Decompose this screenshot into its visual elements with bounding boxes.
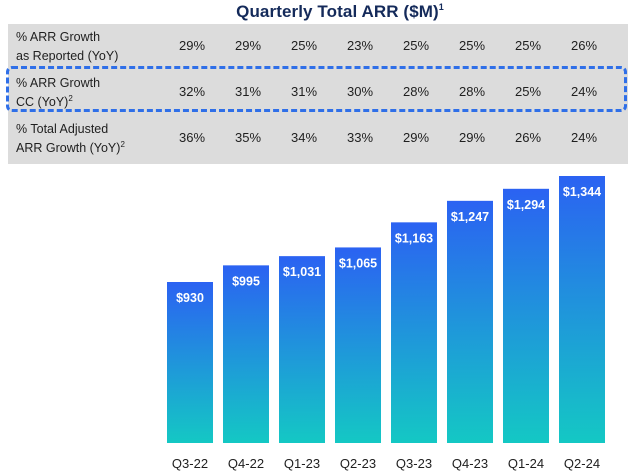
row-label-text: % ARR Growth CC (YoY) — [16, 76, 101, 109]
row-label-text: % ARR Growth as Reported (YoY) — [16, 30, 119, 63]
table-cell: 28% — [402, 84, 430, 99]
data-label: $1,163 — [395, 231, 433, 245]
x-tick-label: Q1-23 — [284, 456, 320, 471]
table-cell: 25% — [290, 38, 318, 53]
chart-title: Quarterly Total ARR ($M)1 — [0, 2, 640, 22]
data-label: $1,247 — [451, 210, 489, 224]
table-cell: 32% — [178, 84, 206, 99]
x-axis-labels: Q3-22 Q4-22 Q1-23 Q2-23 Q3-23 Q4-23 Q1-24 Q2-24 — [172, 456, 600, 471]
table-cell: 25% — [514, 38, 542, 53]
table-cell: 31% — [290, 84, 318, 99]
table-cell: 26% — [514, 130, 542, 145]
table-cell: 31% — [234, 84, 262, 99]
row-label: % ARR Growth as Reported (YoY) — [16, 29, 166, 64]
data-label: $995 — [232, 274, 260, 288]
x-tick-label: Q1-24 — [508, 456, 544, 471]
bar-q3-22 — [167, 282, 213, 443]
table-cell: 25% — [402, 38, 430, 53]
table-row-total-adjusted-arr-growth: % Total Adjusted ARR Growth (YoY)2 36% 3… — [8, 116, 628, 164]
row-label: % ARR Growth CC (YoY)2 — [16, 75, 166, 110]
x-tick-label: Q4-23 — [452, 456, 488, 471]
bar-q4-22 — [223, 265, 269, 443]
table-cell: 34% — [290, 130, 318, 145]
data-label: $1,344 — [563, 185, 601, 199]
x-tick-label: Q3-23 — [396, 456, 432, 471]
x-tick-label: Q2-24 — [564, 456, 600, 471]
data-label: $1,294 — [507, 198, 545, 212]
data-label: $1,065 — [339, 256, 377, 270]
x-tick-label: Q4-22 — [228, 456, 264, 471]
table-cell: 29% — [178, 38, 206, 53]
x-tick-label: Q2-23 — [340, 456, 376, 471]
table-cell: 26% — [570, 38, 598, 53]
table-cell: 24% — [570, 130, 598, 145]
table-row-arr-growth-reported: % ARR Growth as Reported (YoY) 29% 29% 2… — [8, 24, 628, 72]
row-label: % Total Adjusted ARR Growth (YoY)2 — [16, 121, 166, 156]
bar-series — [167, 176, 605, 443]
bar-q2-24 — [559, 176, 605, 443]
title-footnote: 1 — [438, 2, 444, 12]
table-cell: 28% — [458, 84, 486, 99]
row-footnote: 2 — [68, 94, 73, 103]
table-cell: 35% — [234, 130, 262, 145]
table-cell: 25% — [514, 84, 542, 99]
data-labels: $930 $995 $1,031 $1,065 $1,163 $1,247 $1,294 $1… — [176, 185, 601, 305]
table-cell: 33% — [346, 130, 374, 145]
table-cell: 23% — [346, 38, 374, 53]
bar-q3-23 — [391, 222, 437, 443]
highlight-outline — [6, 66, 627, 112]
data-label: $1,031 — [283, 265, 321, 279]
bar-q2-23 — [335, 247, 381, 443]
bar-q4-23 — [447, 200, 493, 443]
row-footnote: 2 — [120, 140, 125, 149]
table-cell: 30% — [346, 84, 374, 99]
table-cell: 25% — [458, 38, 486, 53]
table-cell: 29% — [402, 130, 430, 145]
x-tick-label: Q3-22 — [172, 456, 208, 471]
table-cell: 36% — [178, 130, 206, 145]
data-label: $930 — [176, 291, 204, 305]
table-cell: 29% — [458, 130, 486, 145]
bar-q1-24 — [503, 188, 549, 443]
table-cell: 24% — [570, 84, 598, 99]
table-cell: 29% — [234, 38, 262, 53]
bar-q1-23 — [279, 256, 325, 443]
chart-title-text: Quarterly Total ARR ($M) — [236, 2, 439, 21]
row-label-text: % Total Adjusted ARR Growth (YoY) — [16, 122, 121, 155]
